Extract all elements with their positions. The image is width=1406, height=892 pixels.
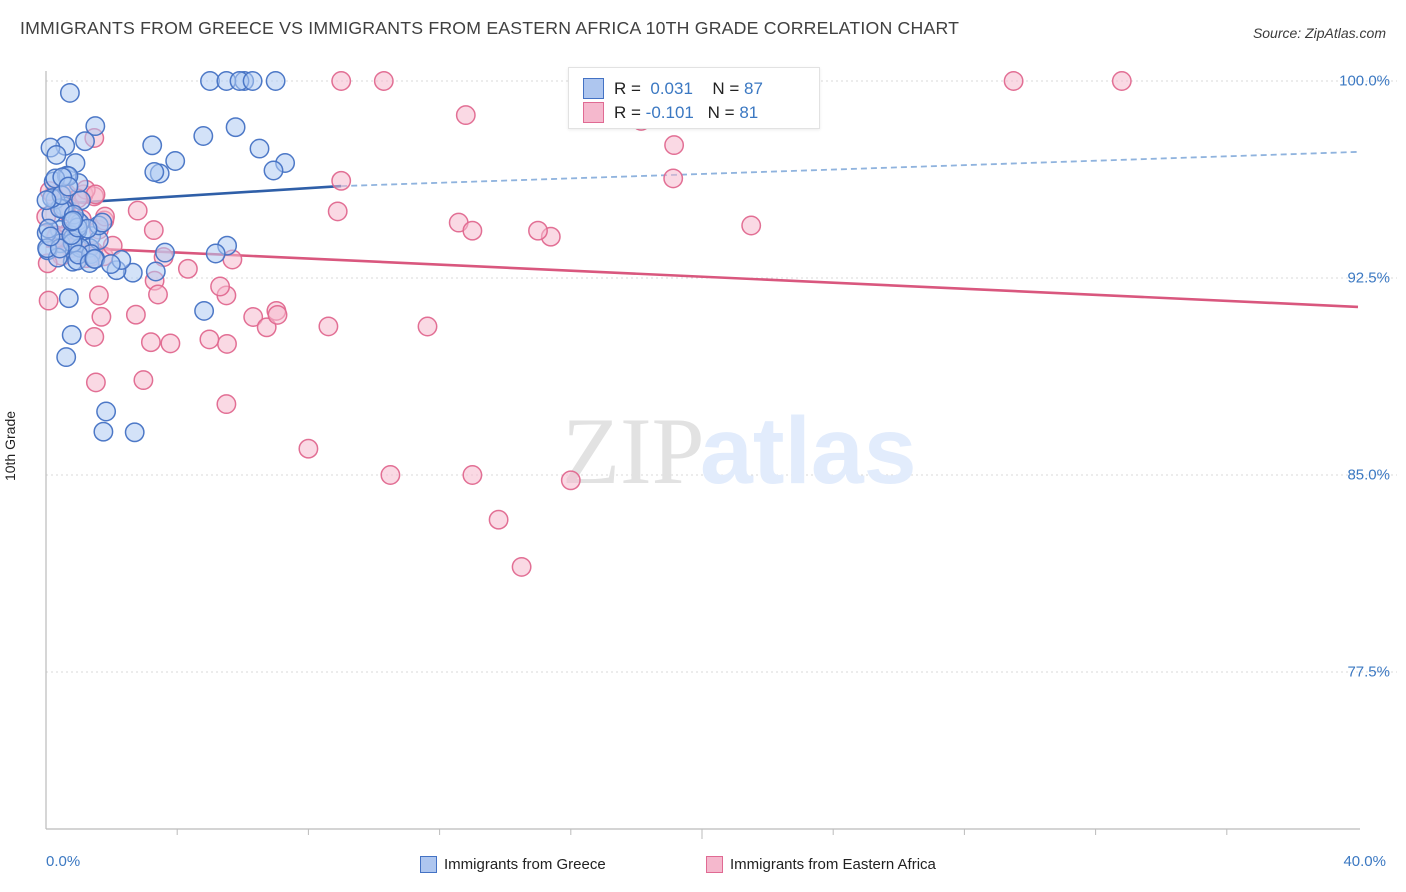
svg-text:atlas: atlas <box>700 398 917 504</box>
svg-text:ZIP: ZIP <box>562 398 705 504</box>
